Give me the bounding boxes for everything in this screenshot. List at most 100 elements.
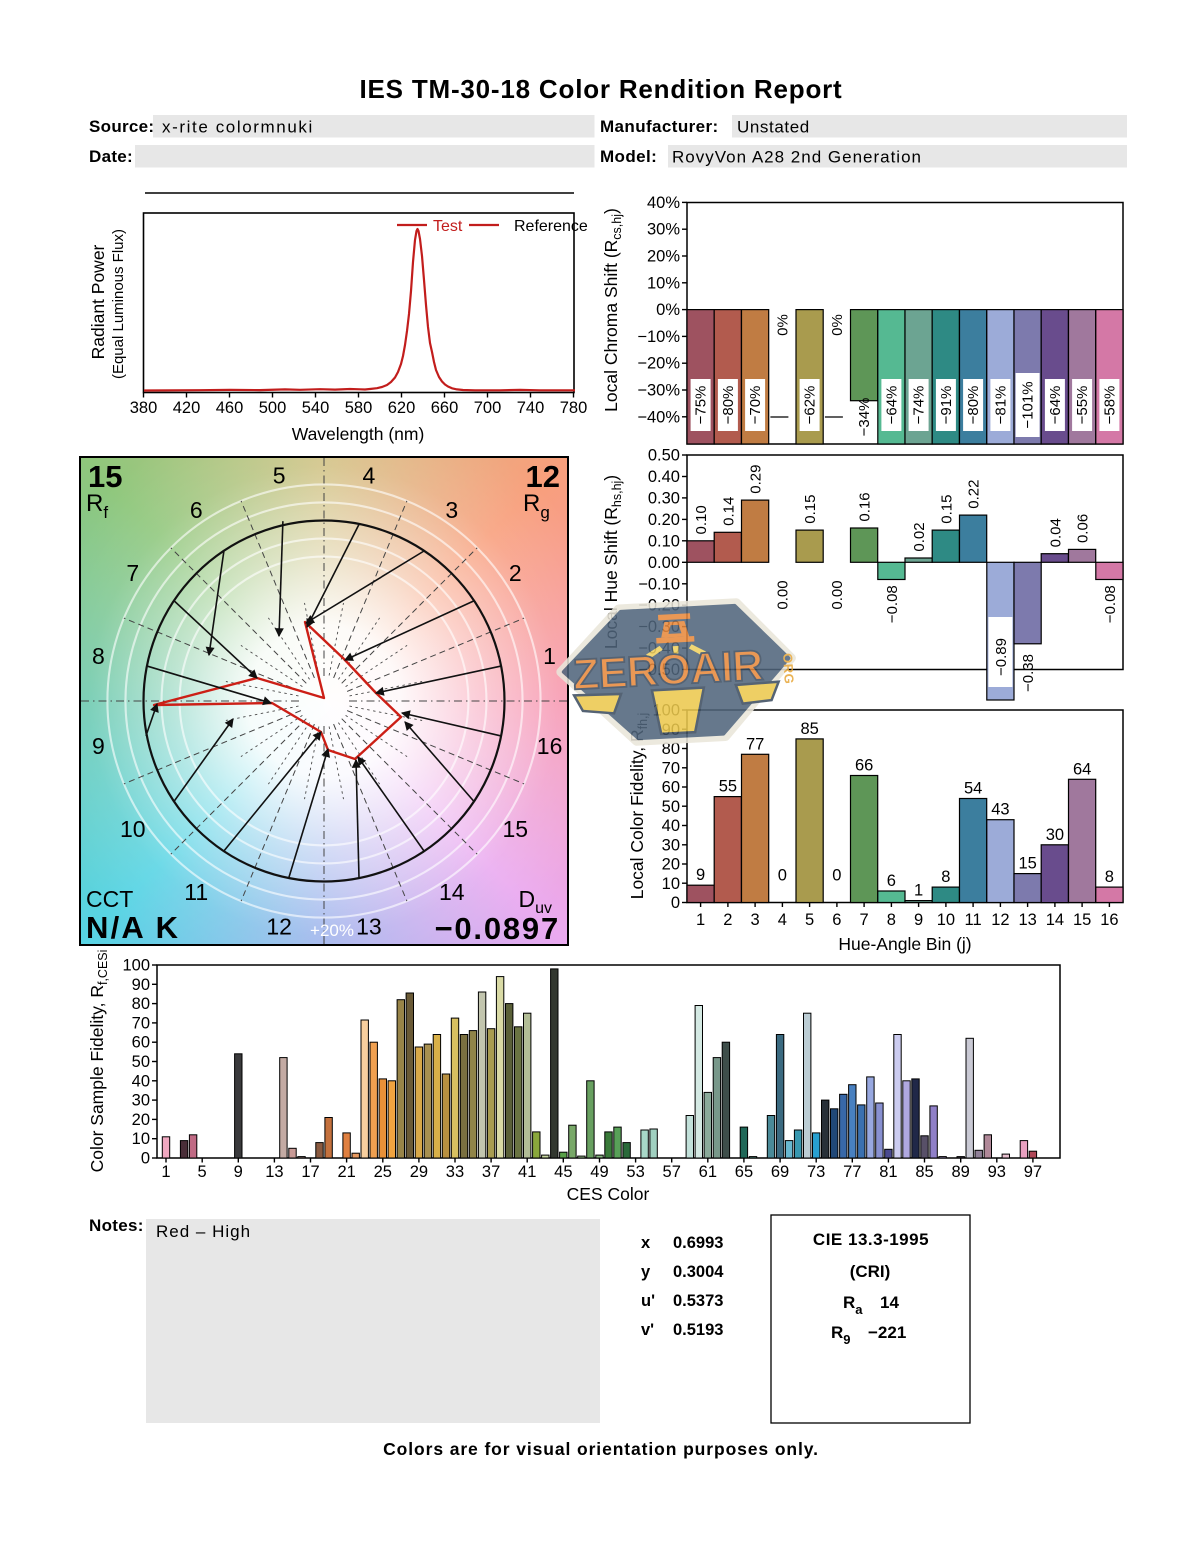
svg-text:90: 90 — [132, 976, 150, 994]
svg-text:20%: 20% — [647, 248, 680, 266]
svg-text:17: 17 — [301, 1163, 319, 1181]
svg-text:−70%: −70% — [747, 386, 764, 425]
svg-text:700: 700 — [474, 399, 502, 417]
svg-text:9: 9 — [234, 1163, 243, 1181]
svg-text:60: 60 — [662, 779, 680, 797]
svg-text:85: 85 — [800, 720, 818, 738]
svg-text:14: 14 — [439, 879, 465, 905]
svg-text:540: 540 — [302, 399, 330, 417]
svg-text:N/A K: N/A K — [86, 910, 180, 945]
svg-text:−80%: −80% — [965, 386, 982, 425]
svg-text:Date:: Date: — [89, 147, 133, 166]
svg-text:780: 780 — [560, 399, 588, 417]
svg-text:21: 21 — [337, 1163, 355, 1181]
svg-text:−74%: −74% — [911, 386, 928, 425]
svg-text:12: 12 — [526, 459, 560, 494]
svg-text:Source:: Source: — [89, 117, 154, 136]
svg-text:5: 5 — [805, 911, 814, 929]
svg-text:20: 20 — [132, 1111, 150, 1129]
svg-text:1: 1 — [161, 1163, 170, 1181]
svg-text:0.10: 0.10 — [648, 532, 680, 550]
svg-text:0: 0 — [832, 867, 841, 885]
svg-text:64: 64 — [1073, 760, 1091, 778]
svg-text:CES Color: CES Color — [567, 1184, 650, 1204]
svg-text:R9: R9 — [831, 1323, 851, 1347]
svg-text:4: 4 — [778, 911, 787, 929]
svg-text:−80%: −80% — [720, 386, 737, 425]
svg-text:0.16: 0.16 — [857, 492, 874, 521]
svg-text:1: 1 — [914, 882, 923, 900]
svg-text:77: 77 — [746, 735, 764, 753]
svg-text:9: 9 — [92, 733, 105, 759]
svg-text:33: 33 — [446, 1163, 464, 1181]
svg-text:30: 30 — [662, 836, 680, 854]
svg-text:77: 77 — [843, 1163, 861, 1181]
svg-text:89: 89 — [951, 1163, 969, 1181]
svg-text:7: 7 — [860, 911, 869, 929]
svg-text:−64%: −64% — [1047, 386, 1064, 425]
svg-text:RovyVon A28 2nd Generation: RovyVon A28 2nd Generation — [672, 148, 922, 167]
svg-text:8: 8 — [887, 911, 896, 929]
svg-text:−81%: −81% — [992, 386, 1009, 425]
svg-text:−55%: −55% — [1074, 386, 1091, 425]
svg-text:0.30: 0.30 — [648, 489, 680, 507]
svg-text:45: 45 — [554, 1163, 572, 1181]
svg-text:57: 57 — [663, 1163, 681, 1181]
svg-text:43: 43 — [991, 801, 1009, 819]
svg-text:Color Sample Fidelity, Rf,CESi: Color Sample Fidelity, Rf,CESi — [87, 950, 110, 1173]
svg-text:0.5193: 0.5193 — [673, 1321, 723, 1339]
svg-text:65: 65 — [735, 1163, 753, 1181]
svg-text:0.00: 0.00 — [648, 554, 680, 572]
svg-text:0.6993: 0.6993 — [673, 1234, 723, 1252]
svg-text:10%: 10% — [647, 274, 680, 292]
svg-text:12: 12 — [266, 914, 292, 940]
svg-text:0.15: 0.15 — [802, 495, 819, 524]
svg-text:460: 460 — [216, 399, 244, 417]
svg-text:CIE 13.3-1995: CIE 13.3-1995 — [813, 1230, 929, 1249]
svg-text:70: 70 — [662, 759, 680, 777]
svg-text:−0.0897: −0.0897 — [434, 911, 560, 946]
svg-text:100: 100 — [122, 957, 150, 975]
svg-text:2: 2 — [509, 560, 522, 586]
svg-text:10: 10 — [120, 816, 146, 842]
svg-text:15: 15 — [1018, 855, 1036, 873]
svg-text:30: 30 — [1046, 826, 1064, 844]
svg-text:16: 16 — [537, 733, 563, 759]
svg-text:(Equal Luminous Flux): (Equal Luminous Flux) — [110, 229, 127, 379]
svg-text:25: 25 — [374, 1163, 392, 1181]
svg-text:15: 15 — [502, 816, 528, 842]
svg-text:14: 14 — [1046, 911, 1064, 929]
svg-text:30%: 30% — [647, 221, 680, 239]
svg-text:93: 93 — [988, 1163, 1006, 1181]
svg-text:0.00: 0.00 — [774, 580, 791, 609]
svg-text:15: 15 — [1073, 911, 1091, 929]
svg-text:−221: −221 — [868, 1323, 906, 1342]
svg-text:0.15: 0.15 — [938, 495, 955, 524]
svg-text:Manufacturer:: Manufacturer: — [600, 117, 719, 136]
svg-text:40: 40 — [662, 817, 680, 835]
svg-text:−30%: −30% — [637, 382, 680, 400]
svg-text:−64%: −64% — [883, 386, 900, 425]
svg-text:IES TM-30-18 Color Rendition R: IES TM-30-18 Color Rendition Report — [359, 74, 842, 104]
svg-text:40: 40 — [132, 1072, 150, 1090]
svg-text:2: 2 — [723, 911, 732, 929]
svg-text:x-rite colormnuki: x-rite colormnuki — [162, 118, 314, 137]
svg-text:v': v' — [641, 1321, 654, 1339]
svg-text:Colors are for visual orientat: Colors are for visual orientation purpos… — [383, 1439, 819, 1459]
svg-text:50: 50 — [662, 798, 680, 816]
svg-text:380: 380 — [130, 399, 158, 417]
svg-text:0%: 0% — [774, 314, 791, 336]
svg-text:Test: Test — [433, 218, 463, 235]
svg-text:0: 0 — [141, 1150, 150, 1168]
svg-text:69: 69 — [771, 1163, 789, 1181]
svg-text:5: 5 — [273, 462, 286, 488]
svg-text:6: 6 — [887, 872, 896, 890]
svg-text:66: 66 — [855, 756, 873, 774]
svg-text:−0.08: −0.08 — [1102, 585, 1119, 623]
svg-text:Local Chroma Shift (Rcs,hj): Local Chroma Shift (Rcs,hj) — [601, 208, 624, 412]
svg-text:Rg: Rg — [523, 490, 550, 522]
svg-text:8: 8 — [92, 643, 105, 669]
svg-text:−0.38: −0.38 — [1020, 654, 1037, 692]
svg-text:0.3004: 0.3004 — [673, 1263, 724, 1281]
svg-text:+20%: +20% — [310, 921, 354, 940]
